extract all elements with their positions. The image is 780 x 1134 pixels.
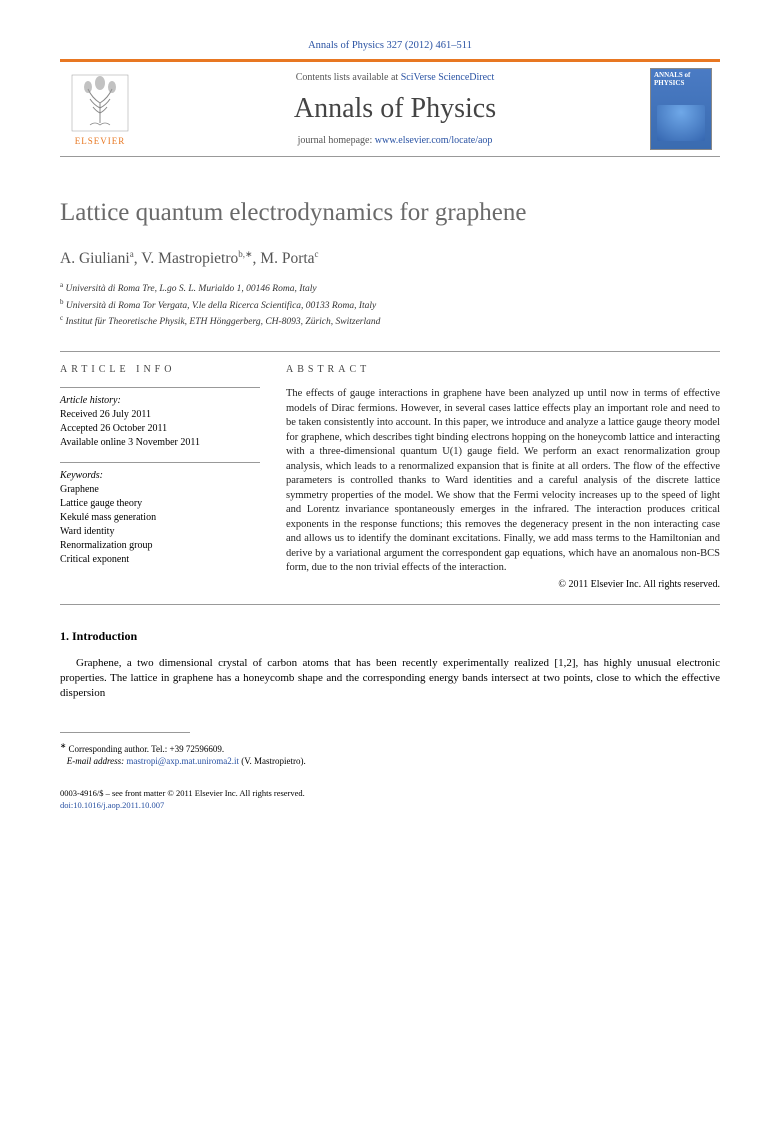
keyword: Kekulé mass generation (60, 512, 156, 523)
keyword: Ward identity (60, 526, 114, 537)
article-history: Article history: Received 26 July 2011 A… (60, 387, 260, 450)
author-1[interactable]: A. Giuliani (60, 250, 130, 267)
affiliations: a Università di Roma Tre, L.go S. L. Mur… (60, 280, 720, 329)
author-2[interactable]: V. Mastropietro (141, 250, 238, 267)
cover-image: ANNALS of PHYSICS (650, 68, 712, 150)
elsevier-tree-icon (70, 73, 130, 133)
keyword: Critical exponent (60, 554, 129, 565)
keyword: Renormalization group (60, 540, 152, 551)
journal-reference: Annals of Physics 327 (2012) 461–511 (60, 40, 720, 51)
affiliation-a: a Università di Roma Tre, L.go S. L. Mur… (60, 280, 720, 296)
doi-line: doi:10.1016/j.aop.2011.10.007 (60, 800, 720, 812)
affiliation-b: b Università di Roma Tor Vergata, V.le d… (60, 297, 720, 313)
elsevier-label: ELSEVIER (75, 136, 126, 146)
cover-graphic (657, 105, 705, 141)
abstract-column: ABSTRACT The effects of gauge interactio… (286, 364, 720, 589)
keyword: Lattice gauge theory (60, 498, 142, 509)
issn-line: 0003-4916/$ – see front matter © 2011 El… (60, 788, 720, 800)
abstract-text: The effects of gauge interactions in gra… (286, 387, 720, 575)
author-3[interactable]: M. Porta (260, 250, 314, 267)
elsevier-logo[interactable]: ELSEVIER (60, 62, 140, 156)
journal-header: ELSEVIER Contents lists available at Sci… (60, 62, 720, 157)
cover-thumbnail[interactable]: ANNALS of PHYSICS (650, 62, 720, 156)
copyright-line: © 2011 Elsevier Inc. All rights reserved… (286, 579, 720, 590)
contents-available: Contents lists available at SciVerse Sci… (148, 72, 642, 83)
sciencedirect-link[interactable]: SciVerse ScienceDirect (401, 72, 495, 83)
header-center: Contents lists available at SciVerse Sci… (140, 62, 650, 156)
article-info-column: ARTICLE INFO Article history: Received 2… (60, 364, 260, 589)
journal-homepage: journal homepage: www.elsevier.com/locat… (148, 135, 642, 146)
intro-heading: 1. Introduction (60, 629, 720, 644)
article-title: Lattice quantum electrodynamics for grap… (60, 199, 720, 227)
affiliation-c: c Institut für Theoretische Physik, ETH … (60, 313, 720, 329)
info-abstract-row: ARTICLE INFO Article history: Received 2… (60, 351, 720, 604)
article-info-label: ARTICLE INFO (60, 364, 260, 375)
corresponding-author-footnote: ∗ Corresponding author. Tel.: +39 725966… (60, 741, 720, 768)
page-bottom: 0003-4916/$ – see front matter © 2011 El… (60, 788, 720, 812)
intro-paragraph: Graphene, a two dimensional crystal of c… (60, 656, 720, 702)
email-link[interactable]: mastropi@axp.mat.uniroma2.it (126, 756, 239, 766)
keyword: Graphene (60, 484, 99, 495)
authors-line: A. Giuliania, V. Mastropietrob,∗, M. Por… (60, 249, 720, 268)
footnote-separator (60, 732, 190, 733)
journal-name: Annals of Physics (148, 93, 642, 125)
abstract-label: ABSTRACT (286, 364, 720, 375)
keywords-block: Keywords: Graphene Lattice gauge theory … (60, 462, 260, 567)
homepage-link[interactable]: www.elsevier.com/locate/aop (375, 135, 493, 146)
doi-link[interactable]: 10.1016/j.aop.2011.10.007 (73, 800, 164, 810)
article-page: Annals of Physics 327 (2012) 461–511 ELS… (0, 0, 780, 842)
